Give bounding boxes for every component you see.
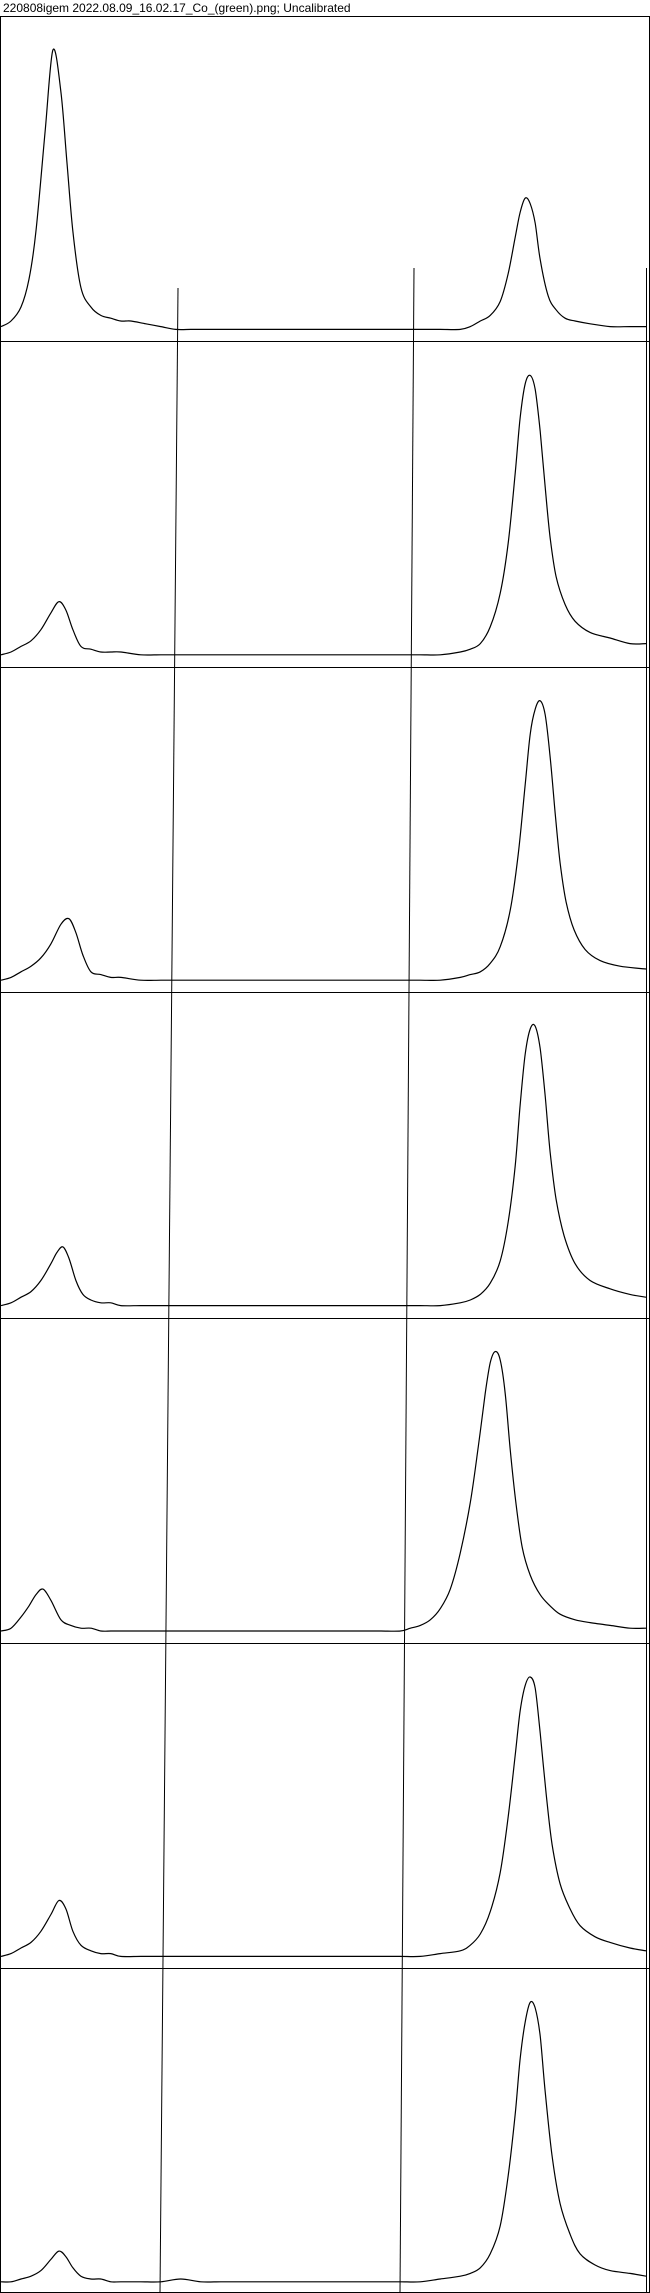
lane-profile-1 xyxy=(0,48,646,331)
lane-profile-4 xyxy=(0,1023,647,1307)
lane-profile-6 xyxy=(0,1676,647,1958)
plot-frame xyxy=(0,16,650,2293)
lane-profile-5 xyxy=(0,1350,647,1632)
guide-line-right xyxy=(399,267,415,2293)
window-title: 220808igem 2022.08.09_16.02.17_Co_(green… xyxy=(3,1,351,15)
lane-profile-7 xyxy=(0,2000,647,2283)
lane-profile-3 xyxy=(0,700,647,982)
guide-line-left xyxy=(159,287,179,2293)
lane-profile-2 xyxy=(0,374,647,656)
